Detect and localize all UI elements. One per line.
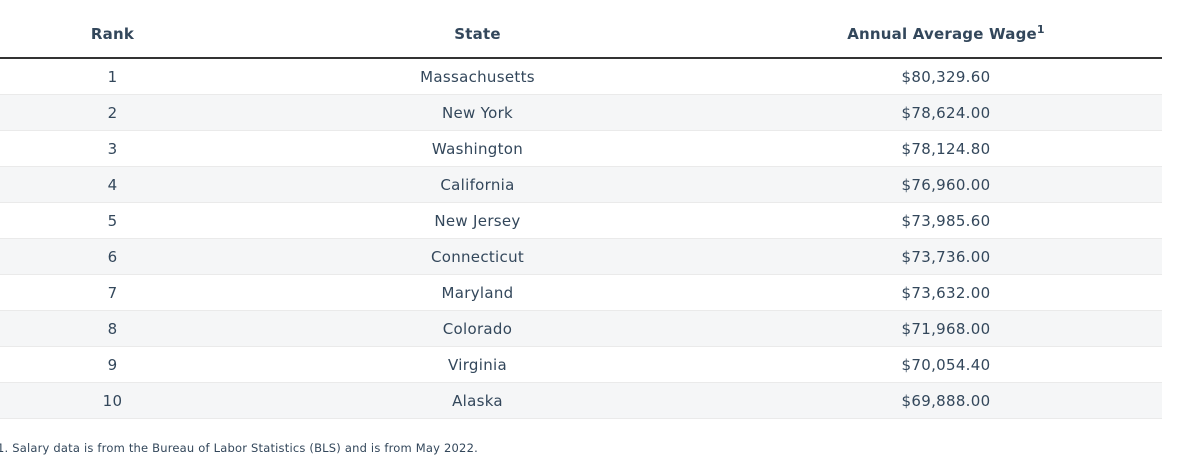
table-row: 8 Colorado $71,968.00 [0,310,1162,347]
header-row: Rank State Annual Average Wage1 [0,9,1162,59]
cell-wage: $78,124.80 [730,130,1162,167]
cell-state: Virginia [225,346,730,383]
footnote-marker: 1 [1036,23,1045,36]
table-row: 9 Virginia $70,054.40 [0,346,1162,383]
table-container: Rank State Annual Average Wage1 1 Massac… [0,9,1162,419]
cell-wage: $70,054.40 [730,346,1162,383]
cell-rank: 10 [0,382,225,419]
cell-state: Alaska [225,382,730,419]
column-header-wage: Annual Average Wage1 [730,9,1162,59]
table-row: 3 Washington $78,124.80 [0,130,1162,167]
cell-rank: 4 [0,166,225,203]
cell-wage: $71,968.00 [730,310,1162,347]
cell-wage: $76,960.00 [730,166,1162,203]
table-row: 7 Maryland $73,632.00 [0,274,1162,311]
cell-state: Colorado [225,310,730,347]
cell-rank: 2 [0,94,225,131]
cell-state: California [225,166,730,203]
table-row: 4 California $76,960.00 [0,166,1162,203]
cell-state: Washington [225,130,730,167]
footnote: 1. Salary data is from the Bureau of Lab… [0,441,478,455]
column-header-state: State [225,9,730,59]
table-row: 10 Alaska $69,888.00 [0,382,1162,419]
table-row: 5 New Jersey $73,985.60 [0,202,1162,239]
cell-state: Maryland [225,274,730,311]
cell-wage: $73,985.60 [730,202,1162,239]
cell-state: Connecticut [225,238,730,275]
cell-rank: 9 [0,346,225,383]
cell-rank: 6 [0,238,225,275]
table-row: 6 Connecticut $73,736.00 [0,238,1162,275]
cell-rank: 3 [0,130,225,167]
cell-state: Massachusetts [225,58,730,95]
column-header-wage-label: Annual Average Wage [847,25,1037,43]
cell-rank: 7 [0,274,225,311]
column-header-rank: Rank [0,9,225,59]
cell-rank: 8 [0,310,225,347]
table-body: 1 Massachusetts $80,329.60 2 New York $7… [0,58,1162,419]
table-row: 2 New York $78,624.00 [0,94,1162,131]
table-header: Rank State Annual Average Wage1 [0,9,1162,59]
cell-state: New York [225,94,730,131]
cell-state: New Jersey [225,202,730,239]
cell-rank: 1 [0,58,225,95]
cell-wage: $78,624.00 [730,94,1162,131]
table-row: 1 Massachusetts $80,329.60 [0,58,1162,95]
cell-wage: $73,736.00 [730,238,1162,275]
cell-rank: 5 [0,202,225,239]
cell-wage: $69,888.00 [730,382,1162,419]
cell-wage: $73,632.00 [730,274,1162,311]
cell-wage: $80,329.60 [730,58,1162,95]
wage-table: Rank State Annual Average Wage1 1 Massac… [0,9,1162,419]
